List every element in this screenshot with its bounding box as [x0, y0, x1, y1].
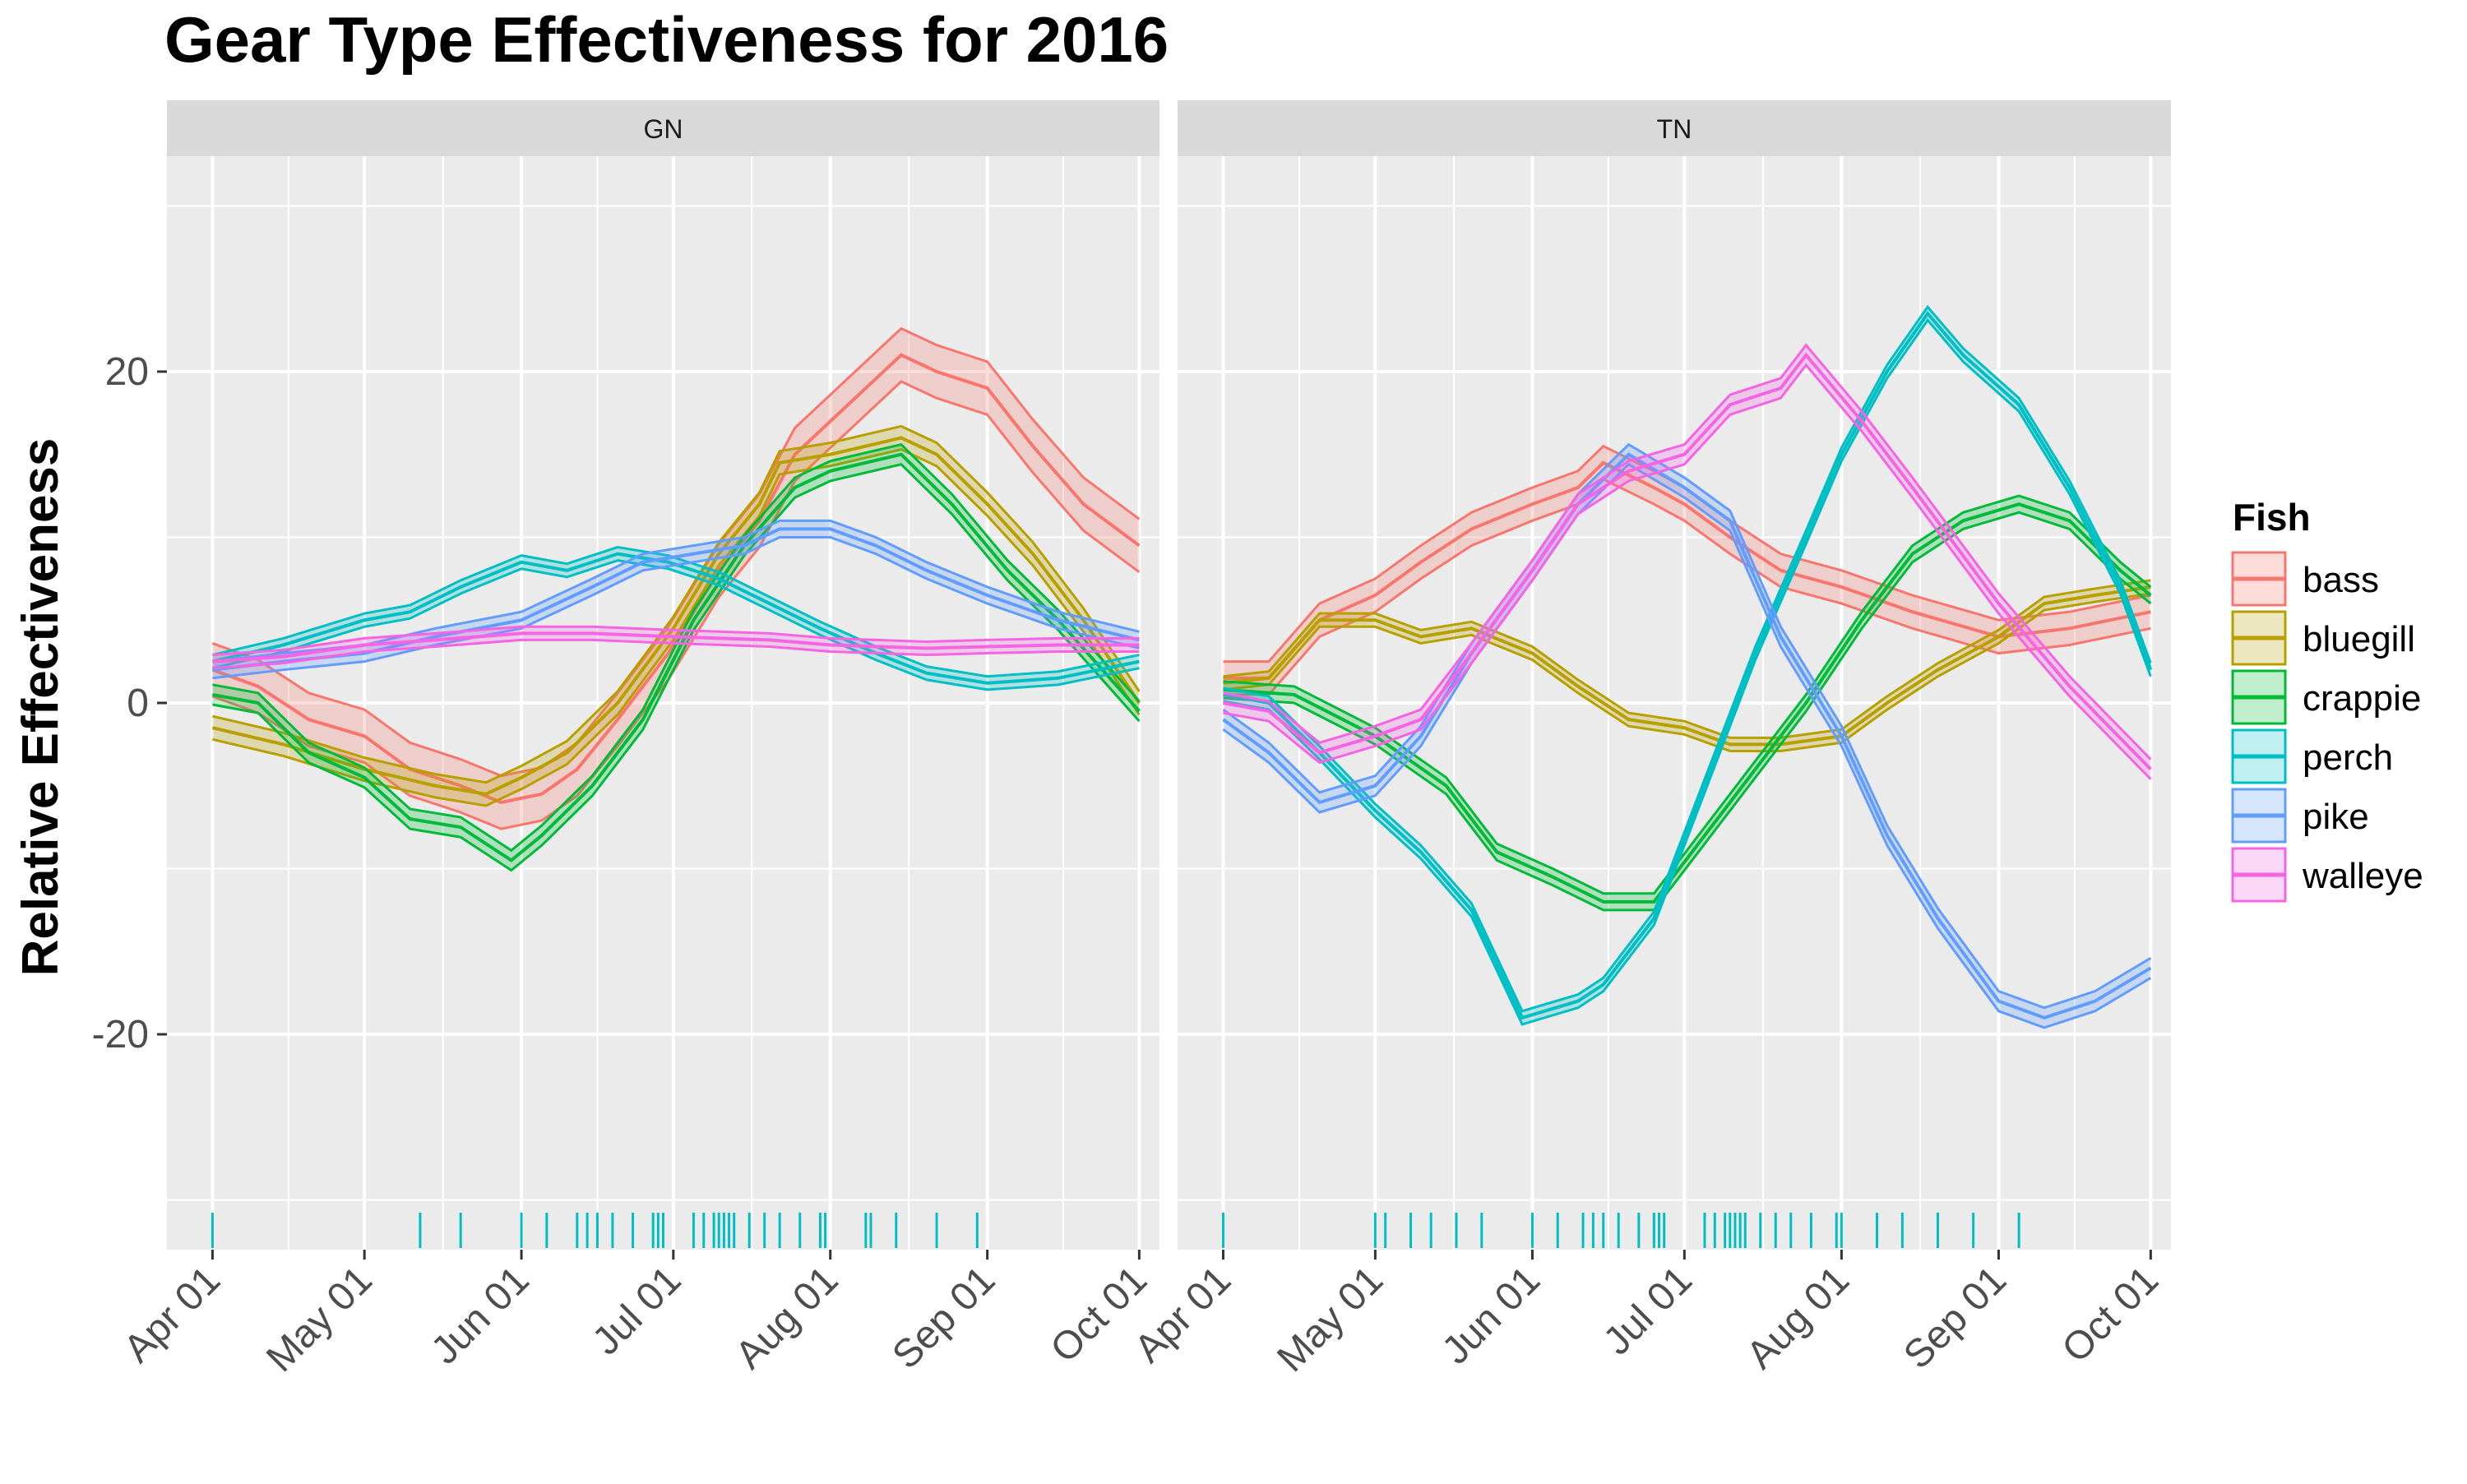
facet-panel-gn: GN Apr 01 May 01 Jun 01 Jul 01 Aug 01 Sep 01 Oc… [116, 100, 1159, 1380]
legend-title: Fish [2233, 496, 2311, 539]
x-tick-label: Sep 01 [884, 1258, 1003, 1377]
legend-label: pike [2303, 797, 2369, 837]
legend: Fish bass bluegill crappie perch pike walleye [2233, 496, 2423, 901]
legend-label: walleye [2302, 856, 2423, 896]
legend-label: bass [2303, 560, 2379, 600]
x-tick-label: Jun 01 [423, 1258, 537, 1372]
x-tick-label: Jul 01 [1595, 1258, 1701, 1363]
facet-strip-label: TN [1657, 114, 1692, 144]
legend-item-walleye: walleye [2233, 848, 2423, 901]
x-tick-label: May 01 [258, 1258, 381, 1380]
x-tick-label: Jun 01 [1434, 1258, 1548, 1372]
legend-item-bluegill: bluegill [2233, 612, 2415, 664]
legend-items: bass bluegill crappie perch pike walleye [2233, 552, 2423, 901]
x-tick-label: Apr 01 [116, 1258, 229, 1371]
y-tick-label: -20 [92, 1013, 149, 1056]
y-axis-label: Relative Effectiveness [12, 438, 69, 977]
legend-item-pike: pike [2233, 789, 2369, 842]
x-tick-label: Jul 01 [585, 1258, 690, 1363]
legend-item-crappie: crappie [2233, 671, 2421, 724]
legend-label: bluegill [2303, 619, 2415, 659]
legend-label: perch [2303, 737, 2393, 778]
y-tick-label: 20 [105, 350, 149, 394]
legend-item-perch: perch [2233, 730, 2393, 783]
x-tick-label: May 01 [1269, 1258, 1391, 1380]
panels-layer: -20 0 20 GN Apr 01 May 01 Jun 01 Jul 01 Aug 01 Se… [92, 100, 2171, 1380]
x-tick-label: Aug 01 [1738, 1258, 1858, 1377]
facet-panel-tn: TN Apr 01 May 01 Jun 01 Jul 01 Aug 01 Sep 01 Oc… [1127, 100, 2171, 1380]
facet-strip-label: GN [644, 114, 683, 144]
x-tick-label: Oct 01 [2054, 1258, 2167, 1371]
chart-title: Gear Type Effectiveness for 2016 [164, 3, 1169, 76]
legend-label: crappie [2303, 678, 2421, 719]
x-tick-label: Aug 01 [727, 1258, 846, 1377]
x-tick-label: Apr 01 [1127, 1258, 1239, 1371]
x-tick-label: Sep 01 [1895, 1258, 2015, 1377]
legend-item-bass: bass [2233, 552, 2379, 605]
x-tick-label: Oct 01 [1043, 1258, 1155, 1371]
y-tick-label: 0 [127, 682, 149, 725]
